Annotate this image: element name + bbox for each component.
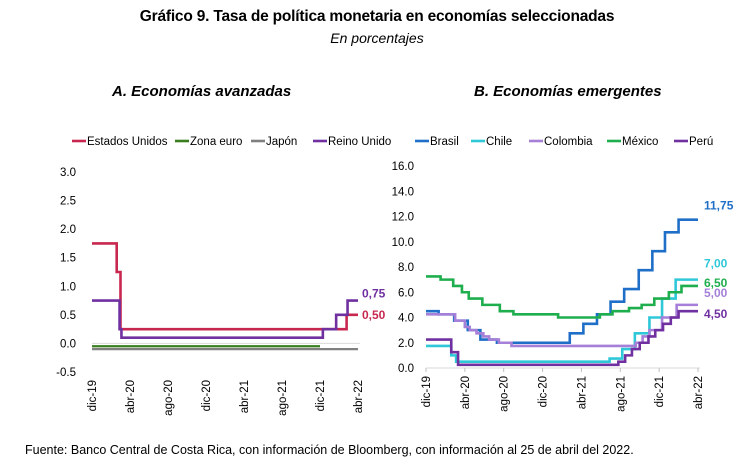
x-tick-label: dic-19 [421,376,433,407]
end-value-label: 11,75 [704,199,734,213]
y-tick-label: 12.0 [392,212,414,224]
legend-label: Chile [486,136,512,148]
end-value-label: 4,50 [704,307,728,321]
x-tick-label: abr-20 [460,376,472,409]
y-tick-label: -0.5 [56,367,76,379]
y-tick-label: 6.0 [398,287,414,299]
legend-label: Reino Unido [328,136,391,148]
y-tick-label: 8.0 [398,262,414,274]
x-tick-label: dic-20 [201,380,213,411]
end-value-label: 5,00 [704,286,728,300]
y-tick-label: 1.0 [60,281,76,293]
x-tick-label: ago-21 [277,380,289,416]
y-tick-label: 2.5 [60,196,76,208]
panel-a-title: A. Economías avanzadas [112,83,292,100]
y-tick-label: 10.0 [392,237,414,249]
end-value-label: 7,00 [704,257,728,271]
series-line-mexico [426,275,698,319]
chart-title: Gráfico 9. Tasa de política monetaria en… [139,8,615,25]
x-tick-label: abr-21 [576,376,588,409]
x-tick-label: abr-22 [693,376,705,409]
x-tick-label: abr-21 [239,380,251,413]
end-value-label: 6,50 [704,276,728,290]
end-value-label: 0,50 [362,308,386,322]
y-tick-label: 14.0 [392,186,414,198]
x-tick-label: abr-20 [125,380,137,413]
legend-label: Japón [266,136,297,148]
y-tick-label: 0.0 [60,338,76,350]
x-tick-label: dic-19 [87,380,99,411]
series-line-brasil [426,218,698,345]
x-tick-label: abr-22 [353,380,365,413]
y-tick-label: 2.0 [398,338,414,350]
y-tick-label: 2.0 [60,224,76,236]
y-tick-label: 3.0 [60,167,76,179]
x-tick-label: ago-20 [163,380,175,416]
y-tick-label: 0.5 [60,310,76,322]
x-tick-label: dic-21 [654,376,666,407]
end-value-label: 0,75 [362,287,386,301]
x-tick-label: dic-20 [538,376,550,407]
x-tick-label: ago-20 [499,376,511,412]
x-tick-label: ago-21 [615,376,627,412]
y-tick-label: 0.0 [398,363,414,375]
series-line-estados-unidos [92,242,358,331]
series-line-peru [426,309,698,367]
chart-subtitle: En porcentajes [330,30,424,46]
legend-label: Brasil [430,136,459,148]
y-tick-label: 16.0 [392,161,414,173]
legend-label: Estados Unidos [87,136,168,148]
legend-label: México [622,136,658,148]
y-tick-label: 4.0 [398,313,414,325]
panel-b-title: B. Economías emergentes [474,83,662,100]
source-note: Fuente: Banco Central de Costa Rica, con… [25,443,634,457]
x-tick-label: dic-21 [315,380,327,411]
legend-label: Colombia [544,136,593,148]
legend-label: Zona euro [190,136,242,148]
legend-label: Perú [689,136,713,148]
y-tick-label: 1.5 [60,253,76,265]
series-line-reino-unido [92,299,358,340]
